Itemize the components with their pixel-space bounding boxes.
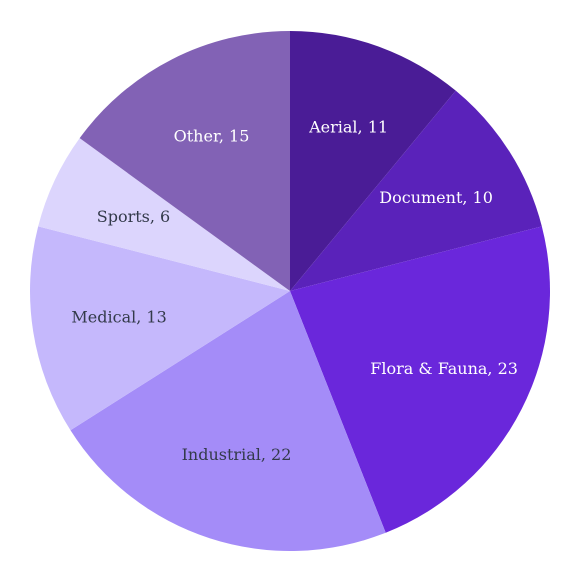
pie-slice [79, 31, 290, 291]
pie-slice [38, 138, 290, 291]
pie-slices [30, 31, 550, 551]
pie-slice-label: Aerial, 11 [308, 118, 388, 137]
pie-slice-label: Medical, 13 [71, 308, 166, 327]
pie-slice [290, 90, 542, 291]
pie-slice-label: Flora & Fauna, 23 [370, 359, 518, 378]
pie-labels: Aerial, 11 Document, 10 Flora & Fauna, 23 I… [71, 118, 518, 464]
pie-slice-label: Other, 15 [174, 126, 250, 145]
pie-slice [30, 226, 290, 431]
pie-slice-label: Sports, 6 [97, 207, 170, 226]
pie-slice-label: Industrial, 22 [182, 445, 292, 464]
pie-slice [70, 291, 386, 551]
pie-slice [290, 226, 550, 533]
pie-slice [290, 31, 456, 291]
pie-slice-label: Document, 10 [379, 188, 493, 207]
